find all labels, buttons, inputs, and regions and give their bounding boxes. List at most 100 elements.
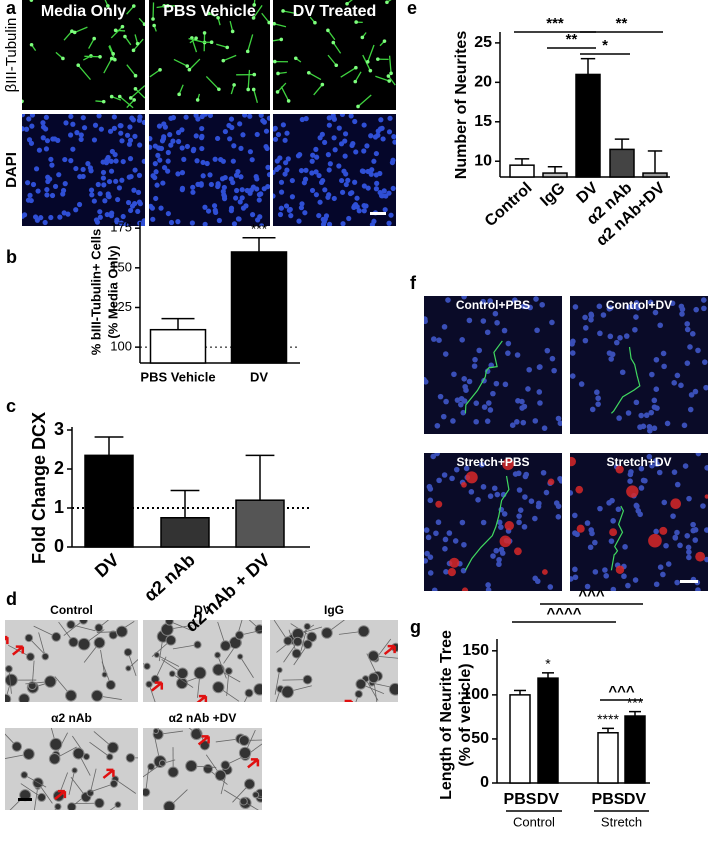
row-label: DAPI: [3, 152, 20, 188]
cell: [354, 65, 358, 70]
cell-body: [106, 753, 114, 761]
nucleus: [221, 184, 227, 191]
x-tick-label: DV: [91, 550, 123, 582]
nucleus: [427, 497, 434, 504]
nucleus: [264, 145, 270, 152]
nucleus: [664, 420, 671, 427]
nucleus: [284, 130, 290, 136]
nucleus: [654, 461, 660, 467]
nucleus: [475, 497, 481, 503]
nucleus: [160, 136, 167, 142]
nucleus: [282, 171, 288, 177]
image-content: [5, 728, 138, 810]
astrocyte: [499, 535, 512, 548]
neurite: [173, 58, 188, 67]
process: [90, 783, 115, 793]
nucleus: [184, 143, 191, 150]
nucleus: [127, 137, 134, 143]
nucleus: [135, 189, 142, 195]
nucleus: [278, 205, 284, 211]
image-content: [424, 453, 562, 591]
nucleus: [265, 164, 270, 170]
nucleus: [273, 126, 277, 132]
nucleus: [160, 180, 166, 186]
image-content: [273, 620, 398, 702]
neurite: [110, 26, 123, 39]
nucleus: [24, 180, 31, 186]
cell-body: [24, 633, 34, 643]
neurite: [387, 75, 396, 86]
cell: [245, 49, 250, 54]
nucleus: [78, 136, 84, 142]
comparison-label: ^^^: [578, 587, 605, 604]
neurite: [464, 340, 503, 414]
neurite: [223, 54, 237, 62]
nucleus: [704, 556, 708, 563]
nucleus: [310, 152, 316, 158]
nucleus: [584, 583, 591, 590]
bar: [609, 148, 635, 178]
nucleus: [558, 478, 562, 484]
nucleus: [156, 123, 163, 129]
nucleus: [686, 549, 692, 555]
nucleus: [520, 303, 527, 310]
nucleus: [266, 172, 270, 178]
nucleus: [649, 462, 655, 469]
nucleus: [392, 139, 396, 145]
nucleus: [387, 115, 393, 121]
nucleus: [628, 469, 634, 475]
nucleus: [551, 367, 557, 374]
cell: [151, 17, 155, 21]
nucleus: [44, 138, 51, 144]
bar: [642, 172, 668, 178]
nucleus: [116, 185, 123, 191]
cell-body: [283, 636, 293, 646]
cell-body: [212, 681, 225, 694]
nucleus: [461, 541, 467, 548]
nucleus: [431, 587, 438, 591]
nucleus: [555, 415, 562, 422]
neurite: [149, 69, 161, 78]
cell: [225, 45, 230, 50]
nucleus: [85, 161, 91, 167]
x-tick-label: Control: [482, 179, 536, 230]
nucleus: [322, 139, 328, 146]
cell-body: [22, 748, 35, 760]
nucleus: [679, 311, 685, 317]
cell: [276, 71, 280, 76]
cell-body: [143, 787, 151, 797]
nucleus: [537, 400, 543, 406]
nucleus: [572, 530, 578, 536]
process: [260, 797, 262, 799]
nucleus: [190, 184, 196, 190]
cell-body: [18, 693, 30, 702]
nucleus: [616, 415, 622, 421]
nucleus: [346, 215, 352, 222]
astrocyte: [465, 471, 478, 484]
nucleus: [643, 412, 650, 419]
astrocyte: [704, 494, 708, 499]
cell-body: [37, 792, 47, 802]
astrocyte: [447, 568, 456, 577]
micrograph: [143, 728, 262, 810]
nucleus: [199, 145, 205, 152]
nucleus: [183, 114, 189, 120]
nucleus: [520, 419, 527, 426]
nucleus: [150, 173, 156, 179]
nucleus: [42, 219, 48, 226]
cell: [187, 67, 192, 72]
nucleus: [640, 423, 647, 430]
nucleus: [235, 169, 241, 175]
nucleus: [40, 124, 47, 130]
nucleus: [369, 222, 375, 226]
cell-body: [91, 689, 104, 702]
nucleus: [437, 393, 444, 400]
nucleus: [646, 423, 653, 430]
nucleus: [135, 208, 141, 215]
cell-body: [44, 675, 57, 688]
nucleus: [373, 186, 379, 192]
nucleus: [597, 505, 603, 512]
cell: [135, 41, 140, 46]
process: [128, 659, 138, 669]
scale-bar: [18, 798, 32, 801]
